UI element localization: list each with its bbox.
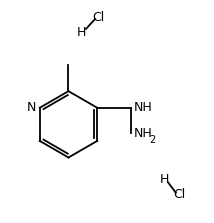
Text: 2: 2 <box>149 135 155 145</box>
Text: H: H <box>77 26 86 39</box>
Text: NH: NH <box>134 127 152 140</box>
Text: Cl: Cl <box>92 11 105 24</box>
Text: NH: NH <box>134 101 152 114</box>
Text: Cl: Cl <box>174 188 186 201</box>
Text: N: N <box>27 101 36 114</box>
Text: H: H <box>160 173 169 186</box>
